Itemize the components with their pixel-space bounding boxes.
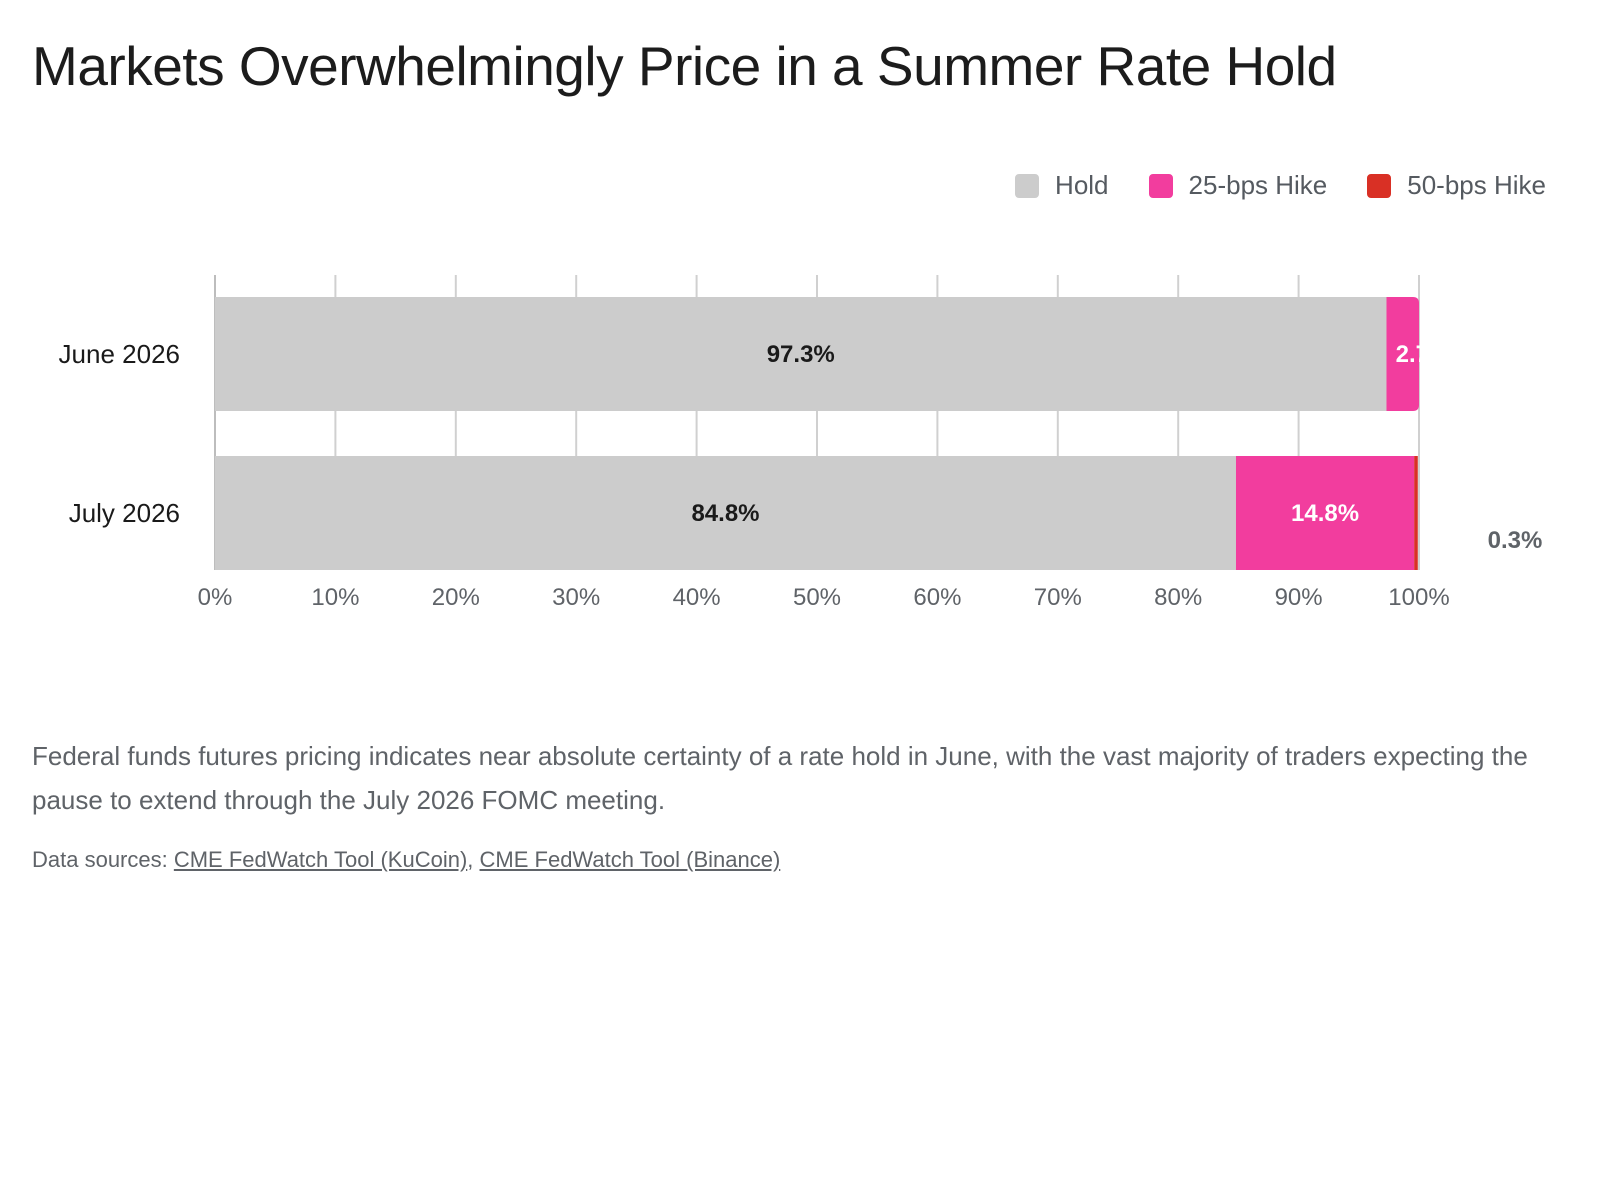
chart-caption: Federal funds futures pricing indicates …	[32, 741, 1528, 815]
chart-legend: Hold 25-bps Hike 50-bps Hike	[1015, 170, 1546, 201]
chart-title: Markets Overwhelmingly Price in a Summer…	[32, 35, 1337, 97]
legend-swatch-25bps-hike	[1148, 173, 1173, 198]
data-label: 97.3%	[767, 341, 835, 368]
legend-label-25bps-hike: 25-bps Hike	[1188, 170, 1328, 200]
x-tick-label: 0%	[198, 584, 233, 611]
data-label: 84.8%	[691, 500, 759, 527]
data-label: 0.3%	[1488, 527, 1543, 554]
source-link-kucoin[interactable]: CME FedWatch Tool (KuCoin)	[173, 847, 468, 872]
legend-item-25bps-hike[interactable]: 25-bps Hike	[1148, 170, 1328, 201]
bar-segment	[1235, 456, 1415, 570]
bar-segment	[1414, 456, 1418, 570]
bar-segment	[215, 297, 1387, 411]
bar-segment	[215, 456, 1236, 570]
x-tick-label: 20%	[432, 584, 480, 611]
stacked-bar-chart: 0% 10% 20% 30% 40% 50% 60% 70% 80% 90% 100% June 20…	[59, 275, 1543, 611]
data-label: 14.8%	[1291, 500, 1359, 527]
category-label: July 2026	[69, 498, 180, 528]
legend-swatch-50bps-hike	[1367, 173, 1392, 198]
legend-label-hold: Hold	[1055, 170, 1109, 200]
x-tick-label: 50%	[793, 584, 841, 611]
x-tick-label: 30%	[552, 584, 600, 611]
source-link-binance[interactable]: CME FedWatch Tool (Binance)	[479, 847, 781, 872]
legend-item-50bps-hike[interactable]: 50-bps Hike	[1367, 170, 1546, 201]
legend-item-hold[interactable]: Hold	[1015, 170, 1109, 201]
x-tick-label: 100%	[1388, 584, 1449, 611]
bar-segment	[1386, 297, 1419, 411]
x-tick-label: 90%	[1275, 584, 1323, 611]
x-tick-label: 80%	[1154, 584, 1202, 611]
sources-prefix: Data sources:	[32, 847, 174, 872]
x-tick-label: 10%	[311, 584, 359, 611]
legend-swatch-hold	[1015, 173, 1040, 198]
x-tick-label: 60%	[913, 584, 961, 611]
category-label: June 2026	[59, 339, 180, 369]
data-label: 2.7%	[1396, 341, 1451, 368]
x-tick-label: 40%	[673, 584, 721, 611]
legend-label-50bps-hike: 50-bps Hike	[1407, 170, 1546, 200]
sources-separator: ,	[467, 847, 480, 872]
x-tick-label: 70%	[1034, 584, 1082, 611]
data-sources: Data sources: CME FedWatch Tool (KuCoin)…	[32, 844, 780, 876]
